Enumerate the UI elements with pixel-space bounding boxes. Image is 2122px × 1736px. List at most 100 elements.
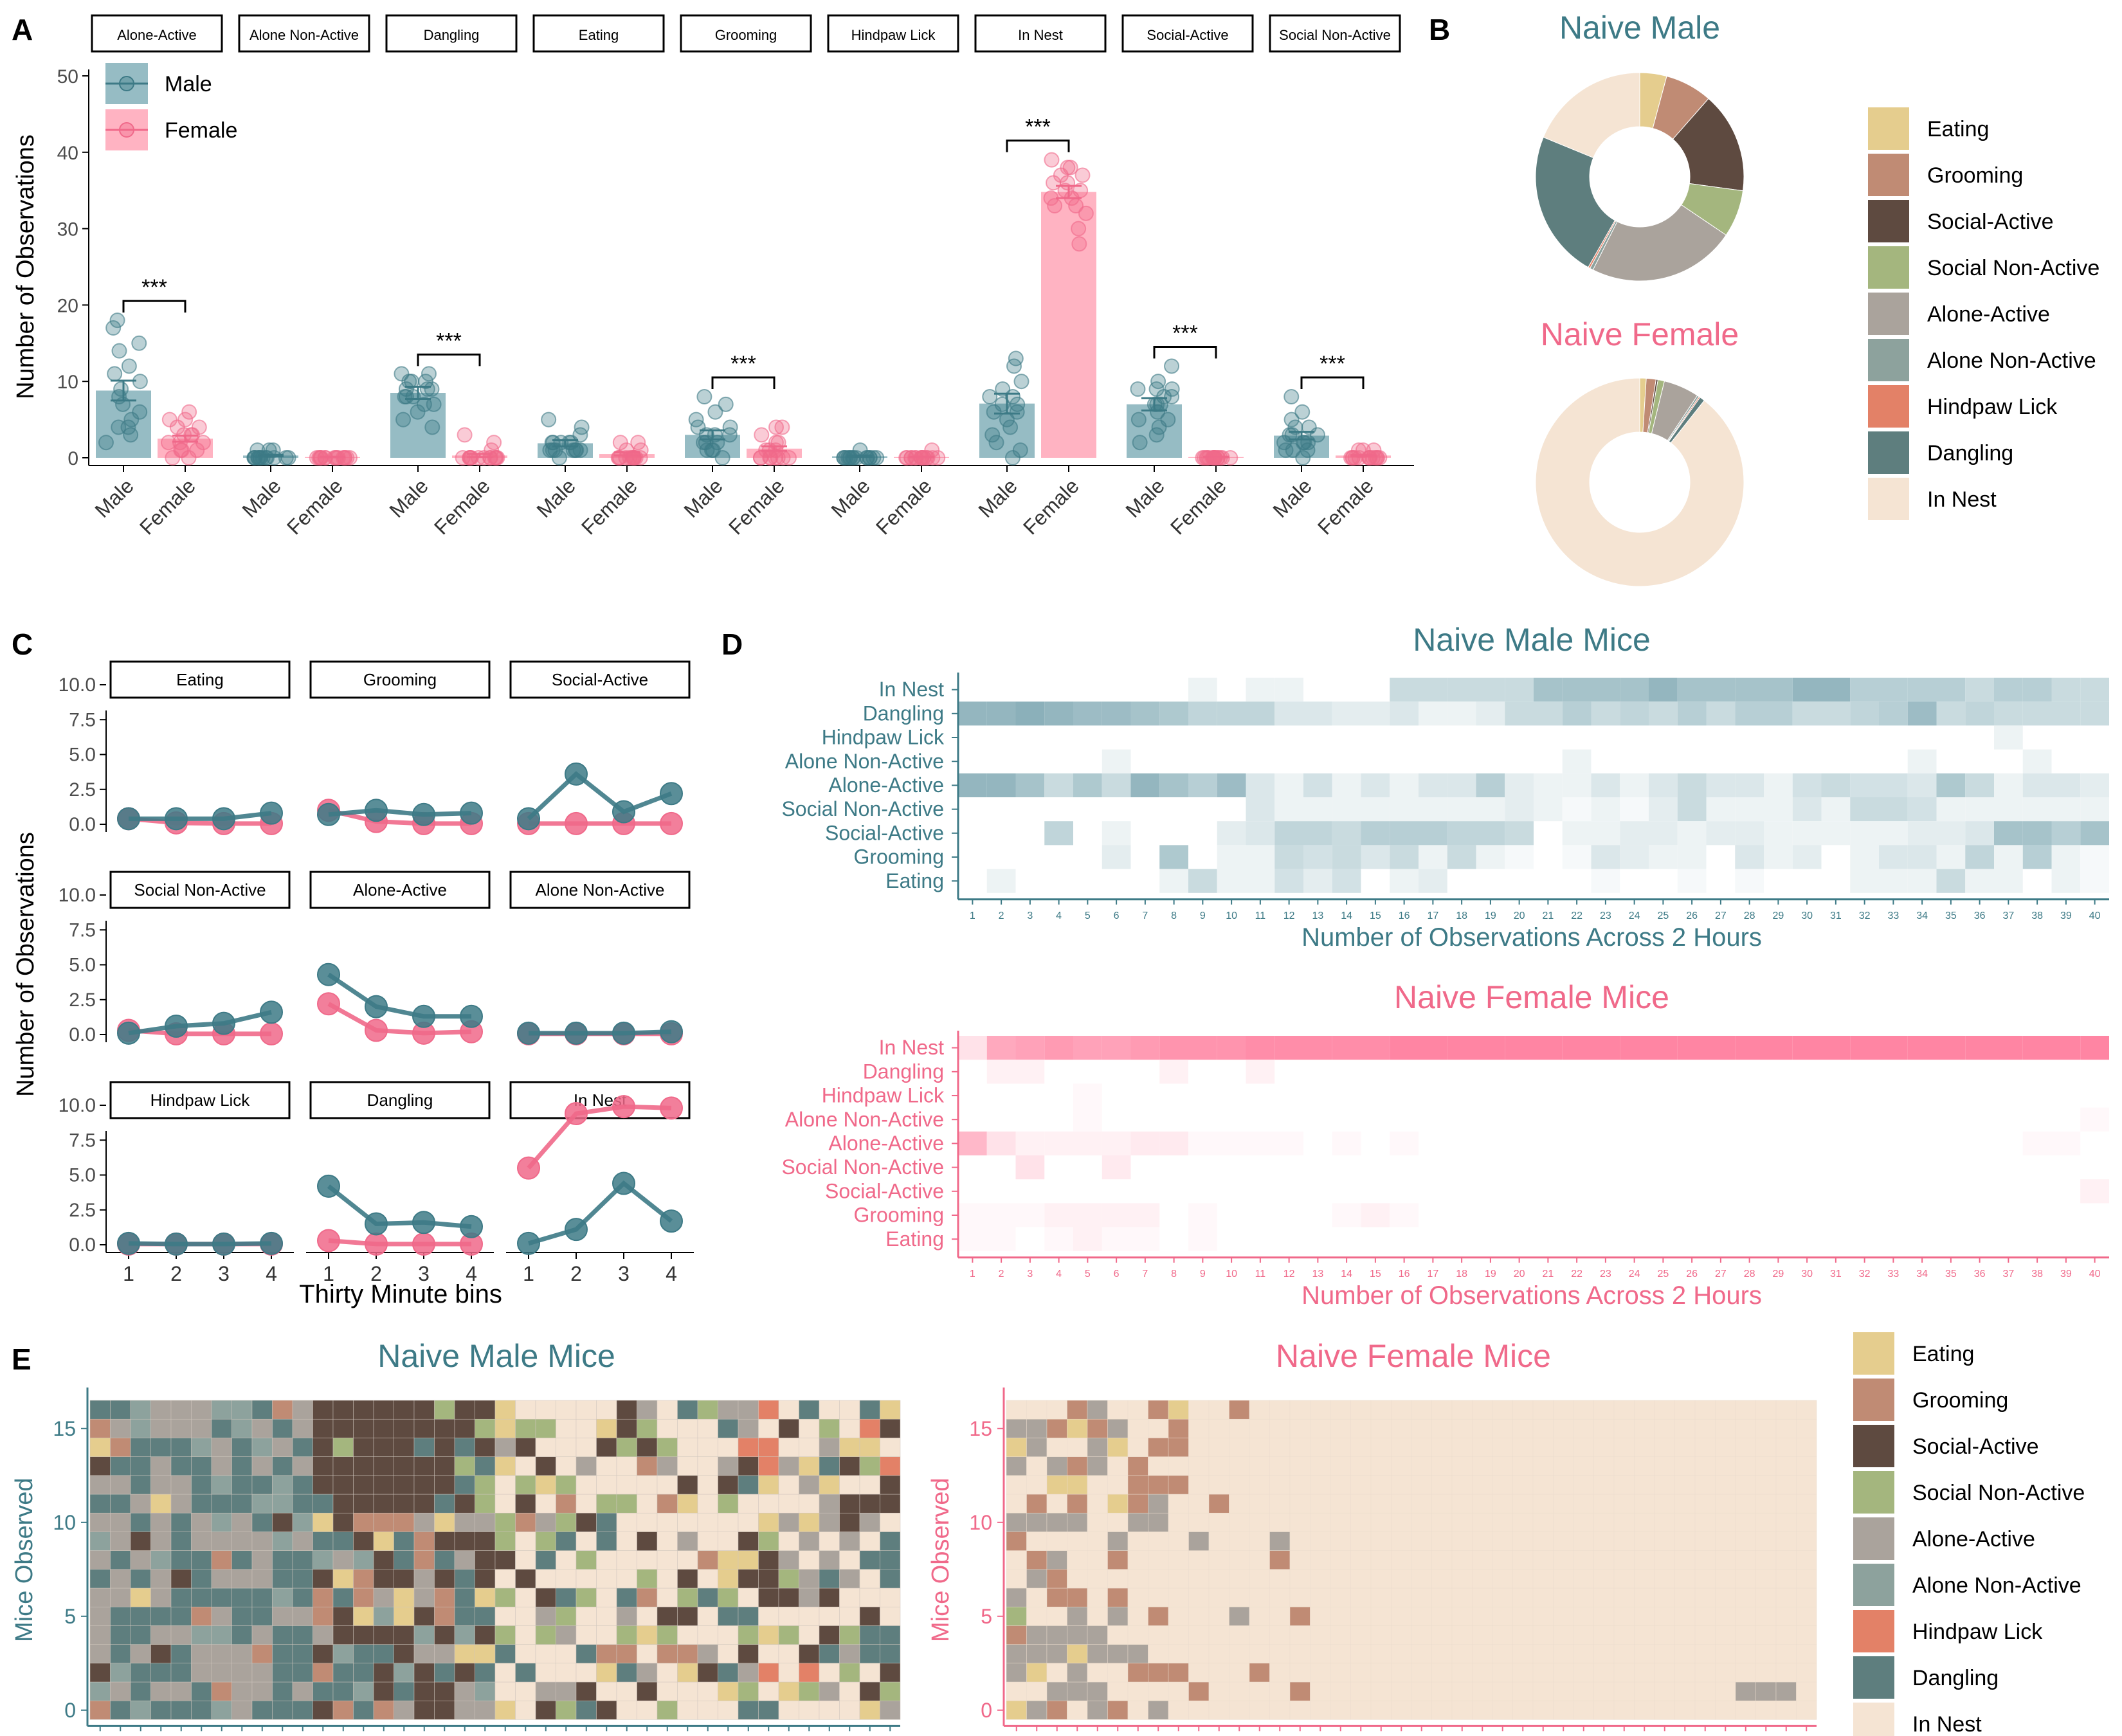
- heatmap-cell: [1249, 1569, 1270, 1589]
- heatmap-cell: [1229, 1494, 1250, 1514]
- heatmap-cell: [596, 1532, 617, 1551]
- x-tick-label: 34: [1916, 1269, 1928, 1279]
- heatmap-cell: [1764, 701, 1793, 726]
- heatmap-cell: [1046, 1456, 1067, 1476]
- heatmap-cell: [292, 1569, 313, 1589]
- heatmap-cell: [697, 1494, 718, 1514]
- heatmap-cell: [313, 1644, 334, 1664]
- heatmap-cell: [1694, 1606, 1716, 1626]
- heatmap-cell: [1269, 1587, 1291, 1607]
- heatmap-cell: [799, 1569, 820, 1589]
- heatmap-cell: [1532, 1532, 1554, 1551]
- heatmap-cell: [1361, 1203, 1390, 1227]
- data-point: [1164, 358, 1180, 374]
- heatmap-cell: [191, 1438, 212, 1457]
- heatmap-cell: [231, 1400, 253, 1420]
- heatmap-cell: [819, 1475, 840, 1495]
- heatmap-cell: [110, 1532, 131, 1551]
- legend-label: Alone-Active: [1927, 302, 2050, 327]
- heatmap-cell: [1229, 1587, 1250, 1607]
- heatmap-cell: [313, 1700, 334, 1720]
- heatmap-cell: [2080, 678, 2109, 702]
- heatmap-cell: [1310, 1418, 1331, 1438]
- heatmap-cell: [1613, 1663, 1635, 1683]
- heatmap-cell: [413, 1625, 435, 1645]
- data-point: [421, 366, 437, 382]
- legend-label: Social-Active: [1927, 210, 2054, 234]
- heatmap-cell: [89, 1475, 111, 1495]
- heatmap-cell: [1562, 797, 1592, 822]
- heatmap-cell: [434, 1512, 455, 1532]
- heatmap-cell: [332, 1587, 354, 1607]
- significance-label: ***: [730, 352, 756, 376]
- heatmap-cell: [292, 1644, 313, 1664]
- data-point: [365, 995, 388, 1018]
- heatmap-cell: [657, 1663, 678, 1683]
- heatmap-cell: [332, 1625, 354, 1645]
- heatmap-cell: [1994, 725, 2023, 750]
- heatmap-cell: [1188, 1475, 1210, 1495]
- heatmap-cell: [1229, 1475, 1250, 1495]
- heatmap-cell: [89, 1438, 111, 1457]
- x-tick-label: 33: [1887, 910, 1899, 921]
- pie-title: Naive Female: [1541, 316, 1739, 352]
- heatmap-cell: [231, 1456, 253, 1476]
- heatmap-cell: [1046, 1400, 1067, 1420]
- heatmap-cell: [1472, 1400, 1493, 1420]
- y-tick-label: 10.0: [59, 674, 96, 696]
- heatmap-cell: [596, 1625, 617, 1645]
- heatmap-cell: [1370, 1438, 1392, 1457]
- heatmap-cell: [1775, 1569, 1797, 1589]
- heatmap-cell: [1249, 1681, 1270, 1701]
- x-tick-label: 13: [1312, 1269, 1323, 1279]
- heatmap-cell: [1573, 1700, 1594, 1720]
- heatmap-cell: [1361, 797, 1390, 822]
- heatmap-cell: [475, 1606, 496, 1626]
- heatmap-cell: [1107, 1550, 1129, 1570]
- data-point: [517, 1021, 540, 1045]
- heatmap-cell: [191, 1569, 212, 1589]
- heatmap-cell: [1188, 1644, 1210, 1664]
- heatmap-cell: [1620, 773, 1649, 797]
- heatmap-cell: [1391, 1494, 1412, 1514]
- heatmap-cell: [758, 1587, 779, 1607]
- heatmap-cell: [596, 1663, 617, 1683]
- heatmap-cell: [1411, 1606, 1432, 1626]
- heatmap-cell: [1634, 1494, 1655, 1514]
- heatmap-cell: [1755, 1550, 1777, 1570]
- heatmap-cell: [819, 1569, 840, 1589]
- x-tick-label: 26: [1686, 1269, 1698, 1279]
- heatmap-cell: [1046, 1475, 1067, 1495]
- heatmap-cell: [494, 1400, 516, 1420]
- heatmap-cell: [1148, 1456, 1169, 1476]
- heatmap-cell: [1419, 701, 1447, 726]
- data-point: [165, 1014, 188, 1038]
- heatmap-cell: [1246, 678, 1275, 702]
- heatmap-cell: [1127, 1587, 1148, 1607]
- heatmap-cell: [1188, 869, 1217, 893]
- heatmap-cell: [1289, 1625, 1310, 1645]
- heatmap-cell: [373, 1644, 394, 1664]
- heatmap-cell: [1634, 1400, 1655, 1420]
- heatmap-cell: [150, 1569, 172, 1589]
- heatmap-cell: [859, 1475, 880, 1495]
- y-axis-title: Number of Observations: [12, 134, 39, 399]
- heatmap-cell: [1994, 845, 2023, 869]
- heatmap-cell: [1246, 701, 1275, 726]
- heatmap-cell: [1553, 1700, 1574, 1720]
- y-tick-label: 5: [981, 1605, 992, 1628]
- heatmap-cell: [799, 1475, 820, 1495]
- heatmap-cell: [556, 1587, 577, 1607]
- heatmap-cell: [1907, 821, 1937, 845]
- heatmap-cell: [1755, 1438, 1777, 1457]
- heatmap-cell: [1965, 797, 1994, 822]
- row-label: Social-Active: [825, 1179, 944, 1202]
- legend-label: Female: [165, 118, 237, 143]
- heatmap-cell: [1107, 1400, 1129, 1420]
- heatmap-cell: [251, 1663, 273, 1683]
- heatmap-cell: [1303, 1036, 1332, 1060]
- facet-strip: [385, 14, 518, 53]
- heatmap-cell: [292, 1438, 313, 1457]
- heatmap-cell: [1411, 1644, 1432, 1664]
- heatmap-cell: [413, 1438, 435, 1457]
